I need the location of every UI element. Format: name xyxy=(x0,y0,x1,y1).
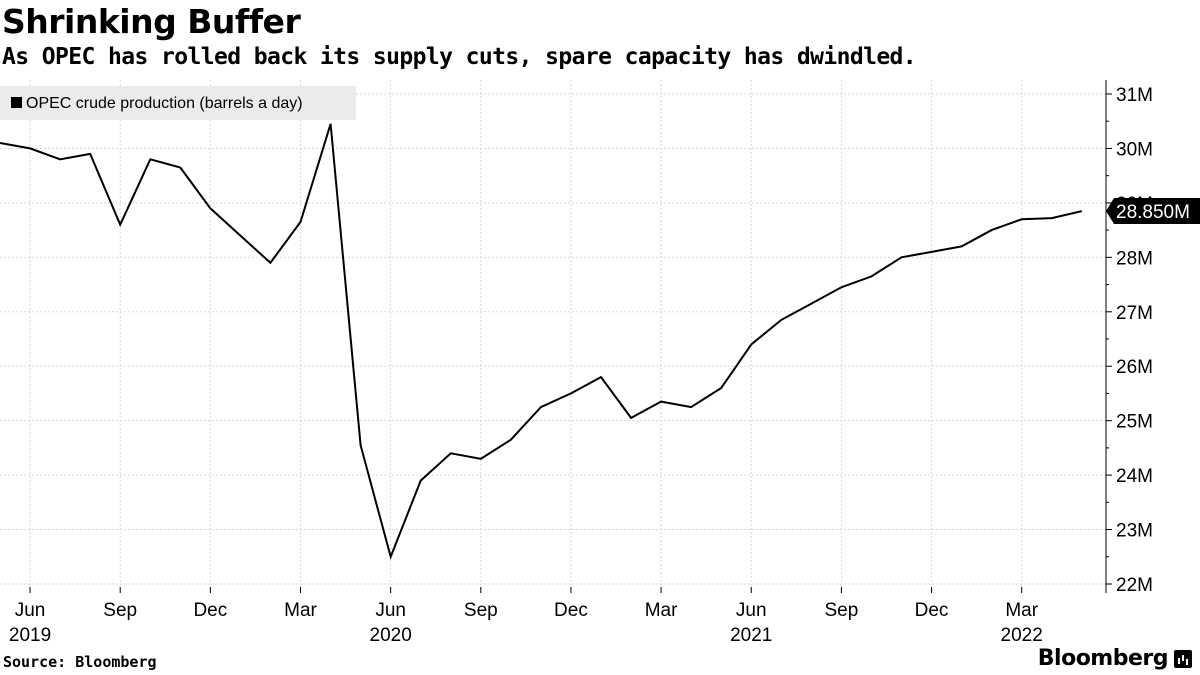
x-year-label: 2019 xyxy=(9,625,51,646)
x-tick-label: Jun xyxy=(736,600,767,621)
last-value-background xyxy=(1106,198,1200,225)
x-tick-label: Dec xyxy=(554,600,588,621)
y-tick-label: 26M xyxy=(1116,357,1153,378)
y-tick-label: 27M xyxy=(1116,303,1153,324)
legend-background xyxy=(0,86,356,120)
bloomberg-terminal-icon xyxy=(1174,649,1192,668)
last-value-marker: 28.850M xyxy=(1106,198,1200,225)
x-tick-label: Dec xyxy=(915,600,949,621)
x-tick-label: Sep xyxy=(103,600,137,621)
x-tick-label: Mar xyxy=(645,600,678,621)
brand-name: Bloomberg xyxy=(1037,646,1169,671)
series-line xyxy=(0,123,1083,560)
x-tick-label: Sep xyxy=(464,600,498,621)
x-tick-label: Dec xyxy=(193,600,227,621)
legend: OPEC crude production (barrels a day) xyxy=(0,86,356,120)
source-note: Source: Bloomberg xyxy=(3,653,157,671)
y-tick-label: 31M xyxy=(1116,85,1153,106)
grid-layer xyxy=(0,80,1106,593)
y-tick-label: 24M xyxy=(1116,466,1153,487)
y-tick-label: 25M xyxy=(1116,412,1153,433)
last-value-label: 28.850M xyxy=(1116,202,1190,223)
series-layer xyxy=(0,123,1083,560)
y-tick-label: 22M xyxy=(1116,575,1153,596)
chart-subtitle: As OPEC has rolled back its supply cuts,… xyxy=(2,44,917,70)
axis-layer: 22M23M24M25M26M27M28M29M30M31MJunSepDecM… xyxy=(9,80,1153,646)
x-tick-label: Mar xyxy=(1005,600,1038,621)
brand-logo: Bloomberg xyxy=(1038,646,1192,671)
x-tick-label: Sep xyxy=(824,600,858,621)
x-year-label: 2021 xyxy=(730,625,772,646)
y-tick-label: 28M xyxy=(1116,248,1153,269)
x-tick-label: Jun xyxy=(15,600,46,621)
legend-label: OPEC crude production (barrels a day) xyxy=(26,95,303,112)
x-tick-label: Mar xyxy=(284,600,317,621)
x-year-label: 2022 xyxy=(1001,625,1043,646)
y-tick-label: 23M xyxy=(1116,521,1153,542)
x-tick-label: Jun xyxy=(375,600,406,621)
chart-title: Shrinking Buffer xyxy=(2,2,301,41)
legend-swatch xyxy=(11,97,22,108)
y-tick-label: 30M xyxy=(1116,139,1153,160)
x-year-label: 2020 xyxy=(370,625,412,646)
